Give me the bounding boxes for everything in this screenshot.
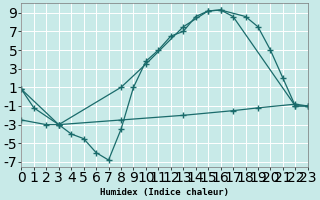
X-axis label: Humidex (Indice chaleur): Humidex (Indice chaleur) xyxy=(100,188,229,197)
